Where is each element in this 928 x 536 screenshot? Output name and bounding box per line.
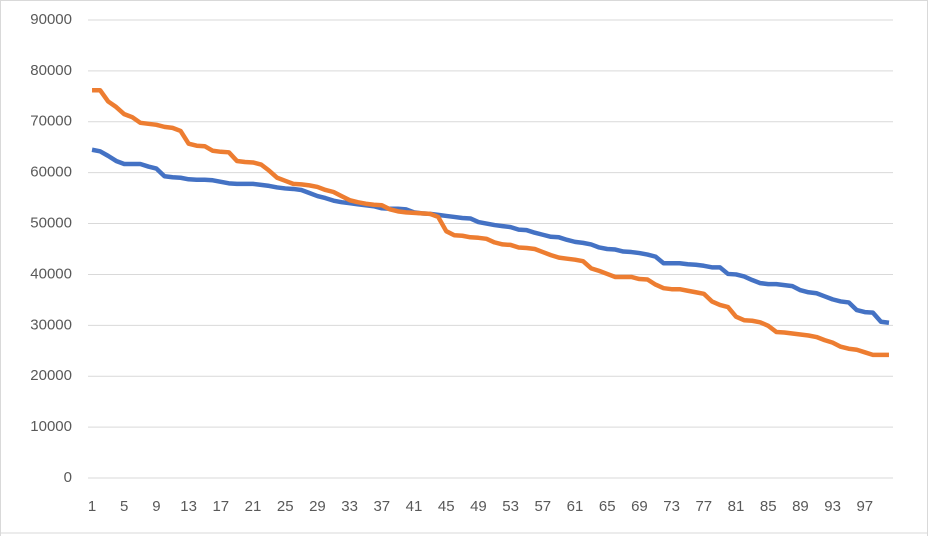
x-tick-label: 33 (341, 498, 358, 515)
y-tick-label: 10000 (30, 418, 72, 435)
series-line (91, 147, 890, 326)
y-tick-label: 80000 (30, 62, 72, 79)
x-tick-label: 45 (438, 498, 455, 515)
y-tick-label: 90000 (30, 11, 72, 28)
x-tick-label: 85 (760, 498, 777, 515)
y-tick-label: 30000 (30, 316, 72, 333)
x-tick-label: 1 (88, 498, 96, 515)
x-tick-label: 53 (502, 498, 519, 515)
x-tick-label: 81 (728, 498, 745, 515)
x-tick-label: 13 (180, 498, 197, 515)
y-tick-label: 60000 (30, 164, 72, 181)
x-tick-label: 25 (277, 498, 294, 515)
x-tick-label: 57 (534, 498, 551, 515)
y-tick-label: 50000 (30, 215, 72, 232)
x-tick-label: 37 (373, 498, 390, 515)
y-tick-label: 70000 (30, 113, 72, 130)
x-tick-label: 61 (567, 498, 584, 515)
x-tick-label: 21 (245, 498, 262, 515)
x-tick-label: 73 (663, 498, 680, 515)
x-tick-label: 5 (120, 498, 128, 515)
x-tick-label: 9 (152, 498, 160, 515)
x-tick-label: 49 (470, 498, 487, 515)
x-tick-label: 29 (309, 498, 326, 515)
x-tick-label: 17 (212, 498, 229, 515)
x-tick-label: 93 (824, 498, 841, 515)
series-line (92, 87, 889, 358)
x-tick-label: 89 (792, 498, 809, 515)
y-tick-label: 40000 (30, 265, 72, 282)
x-tick-label: 69 (631, 498, 648, 515)
y-tick-label: 0 (64, 469, 72, 486)
x-tick-label: 41 (406, 498, 423, 515)
x-tick-label: 97 (856, 498, 873, 515)
x-tick-label: 65 (599, 498, 616, 515)
y-tick-label: 20000 (30, 367, 72, 384)
x-tick-label: 77 (695, 498, 712, 515)
